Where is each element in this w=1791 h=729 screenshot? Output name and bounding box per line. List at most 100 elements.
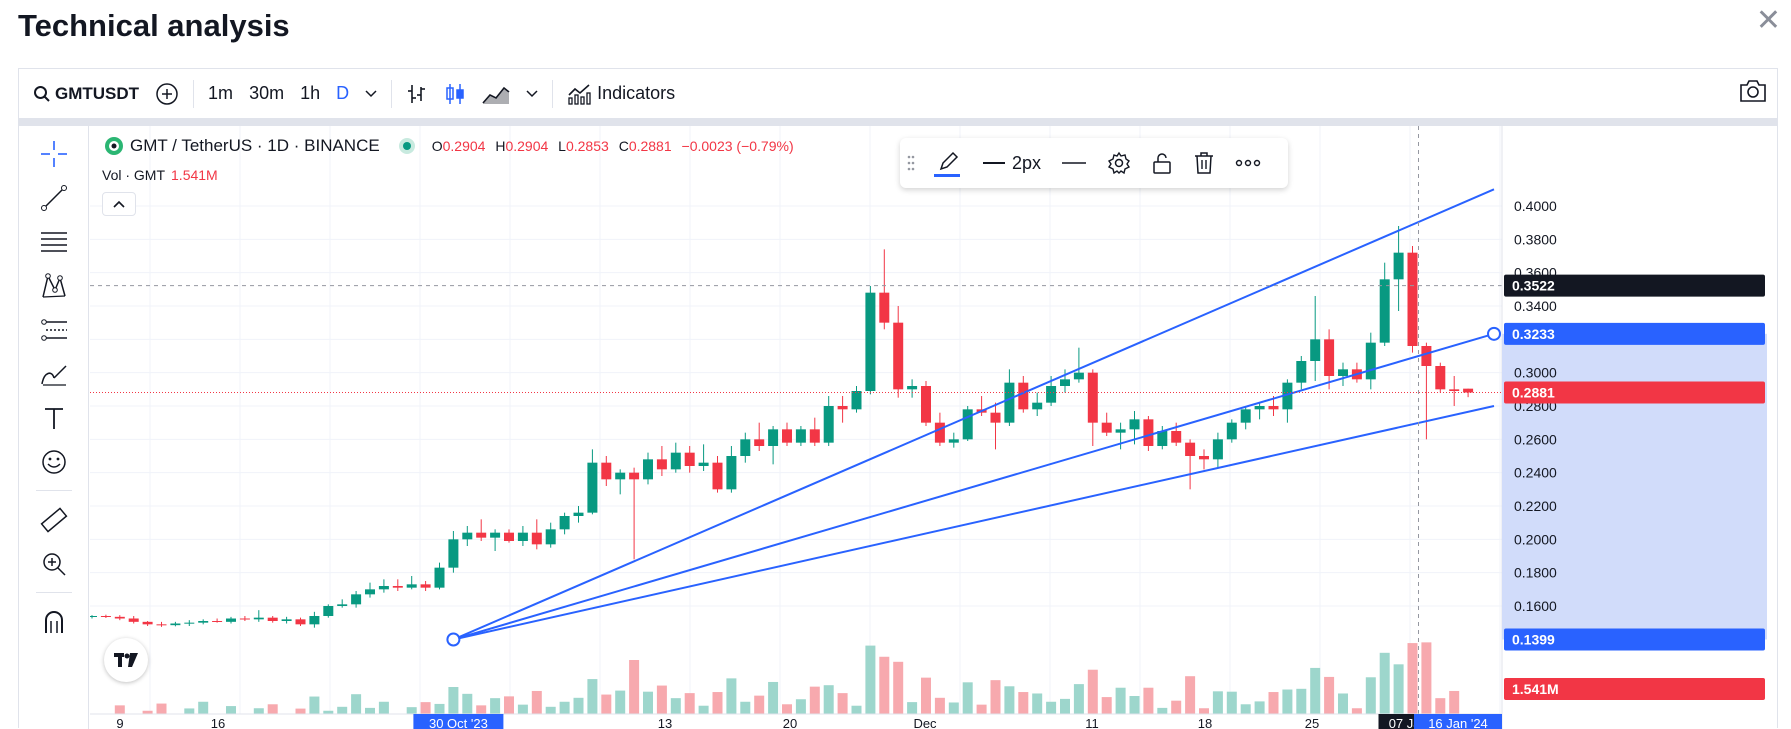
chart-pane[interactable]: 0.4000 0.3800 0.3600 0.3400 0.3000 0.2800 0.26… [90,126,1777,729]
pattern-tool[interactable] [36,268,72,304]
price-chart[interactable]: 0.40000.38000.36000.34000.30000.28000.26… [90,126,1777,729]
chart-legend: GMT / TetherUS · 1D · BINANCE O0.2904 H0… [104,136,794,156]
trend-line-anchor-end [1487,326,1501,341]
ruler-tool[interactable] [36,502,72,538]
volume-bar [1393,664,1404,729]
candle-body [1310,339,1321,361]
volume-bar [601,694,612,729]
candle-body [1060,379,1070,386]
candle-body [295,619,306,625]
volume-bar [726,678,737,729]
volume-bar [462,693,473,729]
gmt-coin-icon [105,137,123,155]
timeframe-dropdown[interactable] [357,69,385,119]
candle-body [573,512,584,516]
volume-bar [1143,687,1154,729]
candles-style-button[interactable] [436,69,474,119]
snapshot-button[interactable] [1739,79,1767,108]
symbol-search-button[interactable]: GMTUSDT [19,69,147,119]
timeframe-1h[interactable]: 1h [300,83,321,103]
candle-body [754,439,765,446]
trend-line [453,188,1495,641]
candle-body [656,459,667,470]
toolbar-divider [391,79,393,108]
bar-style-button[interactable] [398,69,436,119]
timeframe-30m[interactable]: 30m [249,83,285,103]
line-style-icon [1062,162,1087,164]
projection-icon [41,319,67,341]
page-title: Technical analysis [18,8,290,43]
fib-tool[interactable] [36,224,72,260]
zoom-in-icon [43,553,66,576]
zoom-in-tool[interactable] [36,546,72,582]
candle-body [684,452,695,466]
volume-bar [1018,692,1029,729]
drawing-end-price-badge: 0.3233 [1512,326,1555,342]
candle-body [837,406,848,410]
price-label: 0.2400 [1514,465,1557,481]
candle-body [962,409,973,440]
candle-body [351,594,362,605]
trend-line-anchor-start [446,632,461,647]
candle-body [823,406,834,443]
trend-line [453,332,1495,641]
volume-bar [1185,676,1196,729]
volume-bar [934,697,945,729]
projection-tool[interactable] [36,312,72,348]
line-color-button[interactable] [922,138,972,188]
candle-body [1171,431,1182,443]
volume-bar [1212,691,1223,729]
trend-line-tool[interactable] [36,180,72,216]
delete-button[interactable] [1183,138,1225,188]
emoji-tool[interactable] [36,444,72,480]
candle-body [309,616,320,625]
open-label: O [431,138,443,154]
volume-bar [1226,691,1237,729]
candle-body [1254,406,1265,410]
symbol-description[interactable]: GMT / TetherUS · 1D · BINANCE [130,136,380,155]
compare-symbol-button[interactable] [147,69,187,119]
crosshair-price-badge-bg [1504,274,1765,297]
volume-bar [823,685,834,729]
more-button[interactable] [1225,138,1271,188]
volume-bar [1449,690,1460,729]
candle-body [114,616,125,619]
price-label: 0.3400 [1514,298,1557,314]
text-icon [45,408,63,429]
chart-widget: GMTUSDT 1m 30m 1h D Indicators [18,68,1778,729]
candle-body [267,617,278,621]
candle-body [726,456,737,490]
volume-bar [1407,643,1418,729]
timeframe-1m[interactable]: 1m [208,83,234,103]
settings-button[interactable] [1097,138,1141,188]
magnet-tool[interactable] [36,604,72,640]
chevron-down-icon [526,89,538,97]
chart-type-dropdown[interactable] [518,69,546,119]
candle-body [517,532,528,541]
indicators-button[interactable]: Indicators [559,69,683,119]
candle-body [1463,388,1474,393]
close-icon[interactable]: ✕ [1755,4,1781,37]
text-tool[interactable] [36,400,72,436]
price-label: 0.2600 [1514,431,1557,447]
candle-body [545,529,556,545]
lock-button[interactable] [1141,138,1183,188]
tradingview-logo[interactable] [104,638,148,682]
volume-bar [754,695,765,729]
timeframe-d[interactable]: D [336,83,350,103]
drag-handle[interactable] [900,138,922,188]
candle-body [1226,422,1237,440]
volume-bar [1004,686,1015,729]
candle-body [378,586,389,590]
line-width-button[interactable]: 2px [972,138,1051,188]
brush-tool[interactable] [36,356,72,392]
fib-retracement-icon [41,232,67,252]
volume-bar [1101,697,1112,729]
crosshair-tool[interactable] [36,136,72,172]
line-style-button[interactable] [1051,138,1097,188]
volume-bar [1268,692,1279,729]
volume-bar [531,690,542,729]
collapse-legend-button[interactable] [102,192,136,216]
area-style-button[interactable] [474,69,518,119]
candle-body [90,616,97,617]
